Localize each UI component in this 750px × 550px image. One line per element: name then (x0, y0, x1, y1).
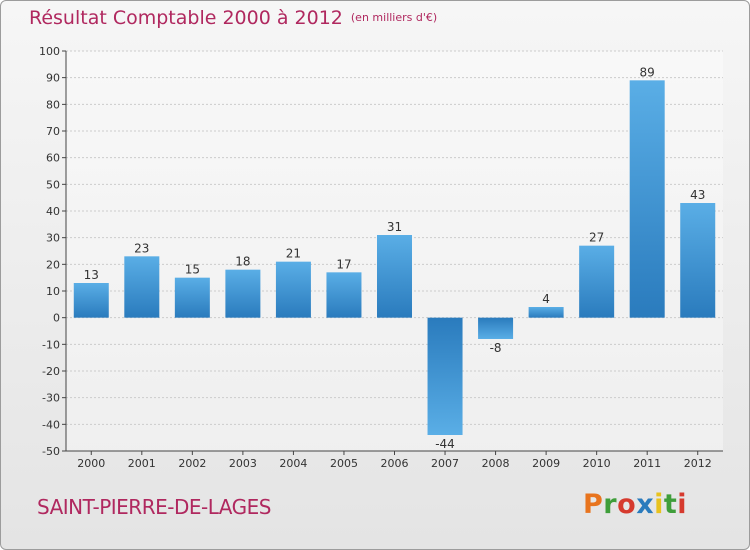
brand-letter: i (654, 489, 664, 520)
value-label-2004: 21 (286, 247, 301, 261)
y-tick-label: 0 (53, 312, 60, 325)
value-label-2002: 15 (185, 263, 200, 277)
chart-title-text: Résultat Comptable 2000 à 2012 (29, 7, 343, 29)
value-label-2007: -44 (435, 437, 455, 451)
y-tick-label: 30 (46, 232, 60, 245)
y-tick-label: 80 (46, 98, 60, 111)
y-tick-label: 10 (46, 285, 60, 298)
value-label-2010: 27 (589, 231, 604, 245)
chart-title: Résultat Comptable 2000 à 2012 (en millie… (29, 7, 437, 29)
x-tick-label-2004: 2004 (279, 457, 307, 470)
y-tick-label: 40 (46, 205, 60, 218)
brand-letter: P (583, 489, 604, 520)
y-tick-label: 50 (46, 178, 60, 191)
value-label-2006: 31 (387, 220, 402, 234)
y-tick-label: -30 (42, 392, 60, 405)
x-tick-label-2006: 2006 (381, 457, 409, 470)
x-tick-label-2009: 2009 (532, 457, 560, 470)
y-tick-label: 20 (46, 258, 60, 271)
brand-logo: Proxiti (583, 489, 687, 520)
x-tick-label-2007: 2007 (431, 457, 459, 470)
bar-2005 (326, 272, 362, 318)
bar-2004 (275, 261, 311, 318)
x-tick-label-2000: 2000 (77, 457, 105, 470)
brand-letter: r (603, 489, 618, 520)
bar-2008 (478, 317, 514, 339)
y-tick-label: 60 (46, 152, 60, 165)
x-tick-label-2012: 2012 (684, 457, 712, 470)
brand-letter: o (617, 489, 637, 520)
x-tick-label-2005: 2005 (330, 457, 358, 470)
y-tick-label: -20 (42, 365, 60, 378)
value-label-2012: 43 (690, 188, 705, 202)
commune-name: SAINT-PIERRE-DE-LAGES (37, 495, 271, 519)
bar-2006 (377, 235, 412, 318)
y-tick-label: 90 (46, 72, 60, 85)
x-tick-label-2010: 2010 (583, 457, 611, 470)
chart-unit: (en milliers d'€) (350, 11, 438, 24)
x-tick-label-2003: 2003 (229, 457, 257, 470)
value-label-2011: 89 (640, 65, 655, 79)
y-tick-label: -50 (42, 445, 60, 458)
y-tick-label: 70 (46, 125, 60, 138)
value-label-2008: -8 (490, 341, 502, 355)
x-tick-label-2002: 2002 (178, 457, 206, 470)
bar-2010 (579, 245, 615, 318)
bar-2002 (174, 277, 210, 318)
value-label-2001: 23 (134, 241, 149, 255)
y-tick-label: -40 (42, 418, 60, 431)
bar-2001 (124, 256, 160, 318)
bar-2012 (680, 203, 716, 318)
x-tick-label-2001: 2001 (128, 457, 156, 470)
bar-2000 (73, 283, 109, 318)
bar-2007 (427, 317, 463, 435)
value-label-2005: 17 (336, 257, 351, 271)
bar-2003 (225, 269, 261, 318)
y-tick-label: 100 (39, 45, 60, 58)
value-label-2000: 13 (84, 268, 99, 282)
bar-2009 (528, 307, 564, 318)
x-tick-label-2011: 2011 (633, 457, 661, 470)
x-tick-label-2008: 2008 (482, 457, 510, 470)
brand-letter: i (677, 489, 688, 520)
brand-letter: x (636, 489, 655, 520)
value-label-2009: 4 (542, 292, 550, 306)
bar-2011 (629, 80, 665, 318)
y-tick-label: -10 (42, 338, 60, 351)
value-label-2003: 18 (235, 255, 250, 269)
brand-letter: t (663, 489, 678, 520)
